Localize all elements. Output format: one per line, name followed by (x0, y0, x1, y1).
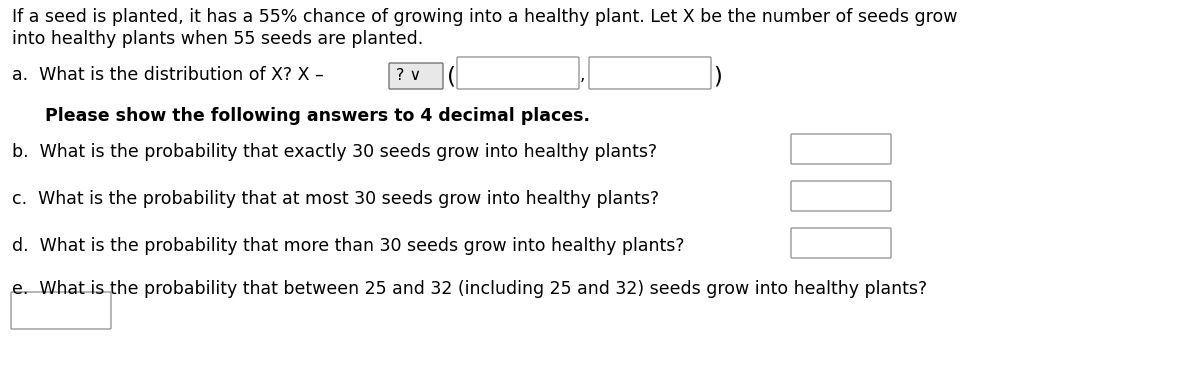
FancyBboxPatch shape (11, 292, 112, 329)
Text: Please show the following answers to 4 decimal places.: Please show the following answers to 4 d… (46, 107, 590, 125)
FancyBboxPatch shape (791, 228, 890, 258)
Text: a.  What is the distribution of X? X –: a. What is the distribution of X? X – (12, 66, 324, 84)
FancyBboxPatch shape (791, 181, 890, 211)
Text: b.  What is the probability that exactly 30 seeds grow into healthy plants?: b. What is the probability that exactly … (12, 143, 658, 161)
Text: (: ( (446, 66, 456, 89)
FancyBboxPatch shape (389, 63, 443, 89)
Text: e.  What is the probability that between 25 and 32 (including 25 and 32) seeds g: e. What is the probability that between … (12, 280, 928, 298)
FancyBboxPatch shape (791, 134, 890, 164)
Text: ? ∨: ? ∨ (396, 68, 421, 83)
FancyBboxPatch shape (589, 57, 710, 89)
Text: ,: , (580, 66, 586, 84)
Text: into healthy plants when 55 seeds are planted.: into healthy plants when 55 seeds are pl… (12, 30, 424, 48)
Text: If a seed is planted, it has a 55% chance of growing into a healthy plant. Let X: If a seed is planted, it has a 55% chanc… (12, 8, 958, 26)
Text: ): ) (713, 66, 722, 89)
FancyBboxPatch shape (457, 57, 580, 89)
Text: c.  What is the probability that at most 30 seeds grow into healthy plants?: c. What is the probability that at most … (12, 190, 659, 208)
Text: d.  What is the probability that more than 30 seeds grow into healthy plants?: d. What is the probability that more tha… (12, 237, 684, 255)
